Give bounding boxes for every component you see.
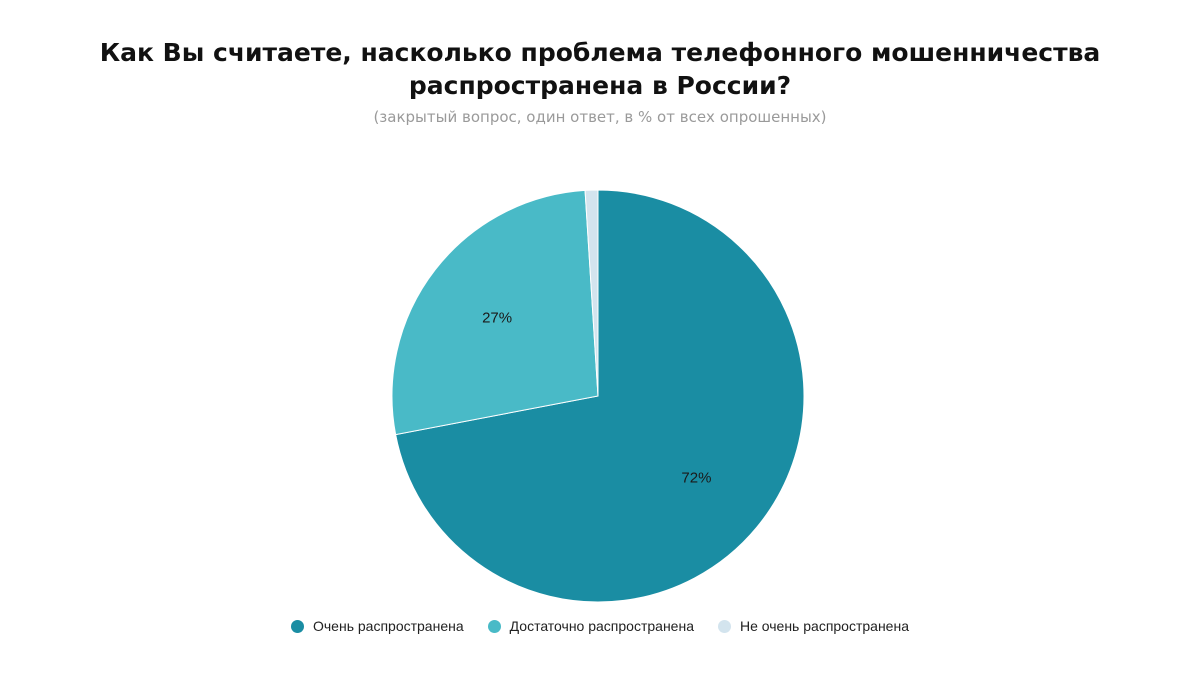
legend-item-very-widespread[interactable]: Очень распространена	[291, 618, 464, 634]
legend-label: Достаточно распространена	[509, 618, 694, 634]
legend-item-not-very-widespread[interactable]: Не очень распространена	[717, 618, 909, 634]
legend-marker	[717, 619, 731, 633]
legend-label: Очень распространена	[313, 618, 464, 634]
chart-title: Как Вы считаете, насколько проблема теле…	[0, 36, 1200, 102]
legend-marker	[291, 619, 304, 633]
legend-label: Не очень распространена	[739, 618, 909, 634]
legend-item-fairly-widespread[interactable]: Достаточно распространена	[487, 618, 694, 634]
slice-data-label: 72%	[681, 469, 711, 486]
slice-not-very-widespread[interactable]	[584, 189, 599, 397]
chart-subtitle: (закрытый вопрос, один ответ, в % от все…	[373, 108, 827, 126]
slice-fairly-widespread[interactable]	[391, 189, 599, 436]
slice-very-widespread[interactable]	[395, 189, 805, 603]
chart-title-line-2: распространена в России?	[408, 71, 792, 100]
legend: Очень распространена Достаточно распрост…	[0, 618, 1200, 634]
legend-marker	[487, 619, 501, 633]
chart-title-line-1: Как Вы считаете, насколько проблема теле…	[99, 38, 1101, 67]
slice-data-label: 27%	[482, 310, 512, 327]
